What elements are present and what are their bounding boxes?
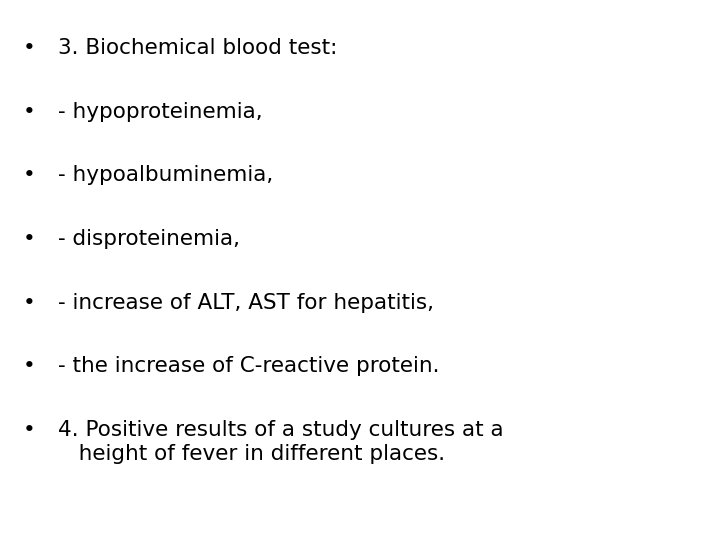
Text: •: • [22,38,35,58]
Text: 4. Positive results of a study cultures at a
   height of fever in different pla: 4. Positive results of a study cultures … [58,420,503,464]
Text: •: • [22,356,35,376]
Text: 3. Biochemical blood test:: 3. Biochemical blood test: [58,38,337,58]
Text: •: • [22,165,35,185]
Text: •: • [22,293,35,313]
Text: •: • [22,102,35,122]
Text: - hypoalbuminemia,: - hypoalbuminemia, [58,165,273,185]
Text: - disproteinemia,: - disproteinemia, [58,229,240,249]
Text: •: • [22,229,35,249]
Text: - the increase of C-reactive protein.: - the increase of C-reactive protein. [58,356,439,376]
Text: - hypoproteinemia,: - hypoproteinemia, [58,102,262,122]
Text: - increase of ALT, AST for hepatitis,: - increase of ALT, AST for hepatitis, [58,293,433,313]
Text: •: • [22,420,35,440]
